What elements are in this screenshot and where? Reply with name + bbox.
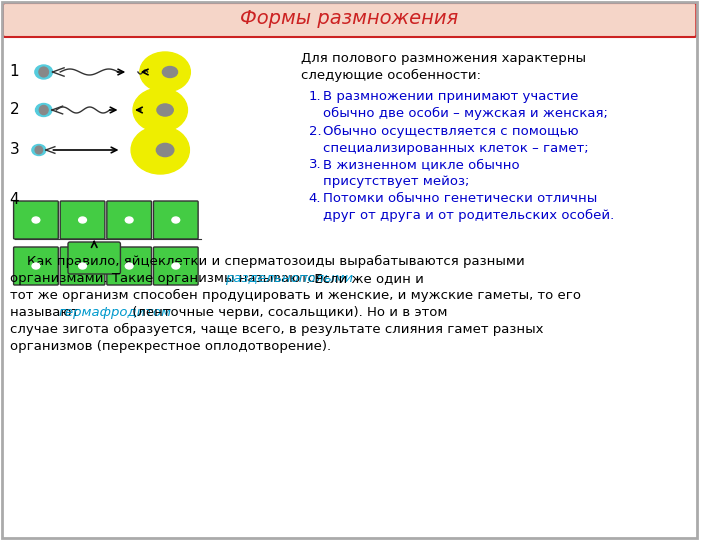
Text: 3: 3: [9, 143, 19, 158]
Text: Потомки обычно генетически отличны
друг от друга и от родительских особей.: Потомки обычно генетически отличны друг …: [323, 192, 615, 222]
FancyBboxPatch shape: [153, 201, 198, 239]
Text: тот же организм способен продуцировать и женские, и мужские гаметы, то его: тот же организм способен продуцировать и…: [9, 289, 581, 302]
FancyBboxPatch shape: [68, 242, 120, 274]
Ellipse shape: [133, 88, 187, 132]
Ellipse shape: [32, 145, 46, 156]
Text: гермафродитом: гермафродитом: [58, 306, 171, 319]
Text: В размножении принимают участие
обычно две особи – мужская и женская;: В размножении принимают участие обычно д…: [323, 90, 608, 120]
Ellipse shape: [172, 217, 180, 223]
Ellipse shape: [78, 217, 86, 223]
FancyBboxPatch shape: [14, 201, 58, 239]
Text: 3.: 3.: [309, 158, 321, 171]
Text: называют: называют: [9, 306, 83, 319]
Ellipse shape: [156, 144, 174, 157]
Ellipse shape: [32, 263, 40, 269]
Ellipse shape: [35, 65, 53, 79]
Text: 4: 4: [9, 192, 19, 207]
Text: Как правило, яйцеклетки и сперматозоиды вырабатываются разными: Как правило, яйцеклетки и сперматозоиды …: [9, 255, 524, 268]
Text: 2.: 2.: [309, 125, 321, 138]
Text: Формы размножения: Формы размножения: [240, 10, 459, 29]
Ellipse shape: [78, 263, 86, 269]
Circle shape: [40, 105, 48, 114]
FancyBboxPatch shape: [3, 3, 696, 37]
Ellipse shape: [172, 263, 180, 269]
Ellipse shape: [35, 104, 52, 117]
Ellipse shape: [157, 104, 174, 116]
Text: 4.: 4.: [309, 192, 321, 205]
Ellipse shape: [163, 66, 178, 78]
Ellipse shape: [131, 126, 189, 174]
Text: . Если же один и: . Если же один и: [306, 272, 424, 285]
Text: В жизненном цикле обычно
присутствует мейоз;: В жизненном цикле обычно присутствует ме…: [323, 158, 520, 188]
FancyBboxPatch shape: [14, 247, 58, 285]
Circle shape: [35, 146, 42, 154]
Ellipse shape: [32, 217, 40, 223]
Text: 1.: 1.: [309, 90, 321, 103]
FancyBboxPatch shape: [153, 247, 198, 285]
Text: организмов (перекрестное оплодотворение).: организмов (перекрестное оплодотворение)…: [9, 340, 330, 353]
Text: 2: 2: [9, 103, 19, 118]
Text: организмами. Такие организмы называются: организмами. Такие организмы называются: [9, 272, 327, 285]
Ellipse shape: [125, 263, 133, 269]
Text: Для полового размножения характерны
следующие особенности:: Для полового размножения характерны след…: [301, 52, 586, 82]
FancyBboxPatch shape: [107, 201, 151, 239]
Text: случае зигота образуется, чаще всего, в результате слияния гамет разных: случае зигота образуется, чаще всего, в …: [9, 323, 543, 336]
FancyBboxPatch shape: [107, 247, 151, 285]
Circle shape: [39, 67, 48, 77]
Text: раздельнополыми: раздельнополыми: [225, 272, 354, 285]
Ellipse shape: [125, 217, 133, 223]
Text: (ленточные черви, сосальщики). Но и в этом: (ленточные черви, сосальщики). Но и в эт…: [128, 306, 448, 319]
FancyBboxPatch shape: [60, 201, 105, 239]
Text: 1: 1: [9, 64, 19, 79]
Text: Обычно осуществляется с помощью
специализированных клеток – гамет;: Обычно осуществляется с помощью специали…: [323, 125, 589, 155]
Ellipse shape: [140, 52, 190, 92]
FancyBboxPatch shape: [60, 247, 105, 285]
